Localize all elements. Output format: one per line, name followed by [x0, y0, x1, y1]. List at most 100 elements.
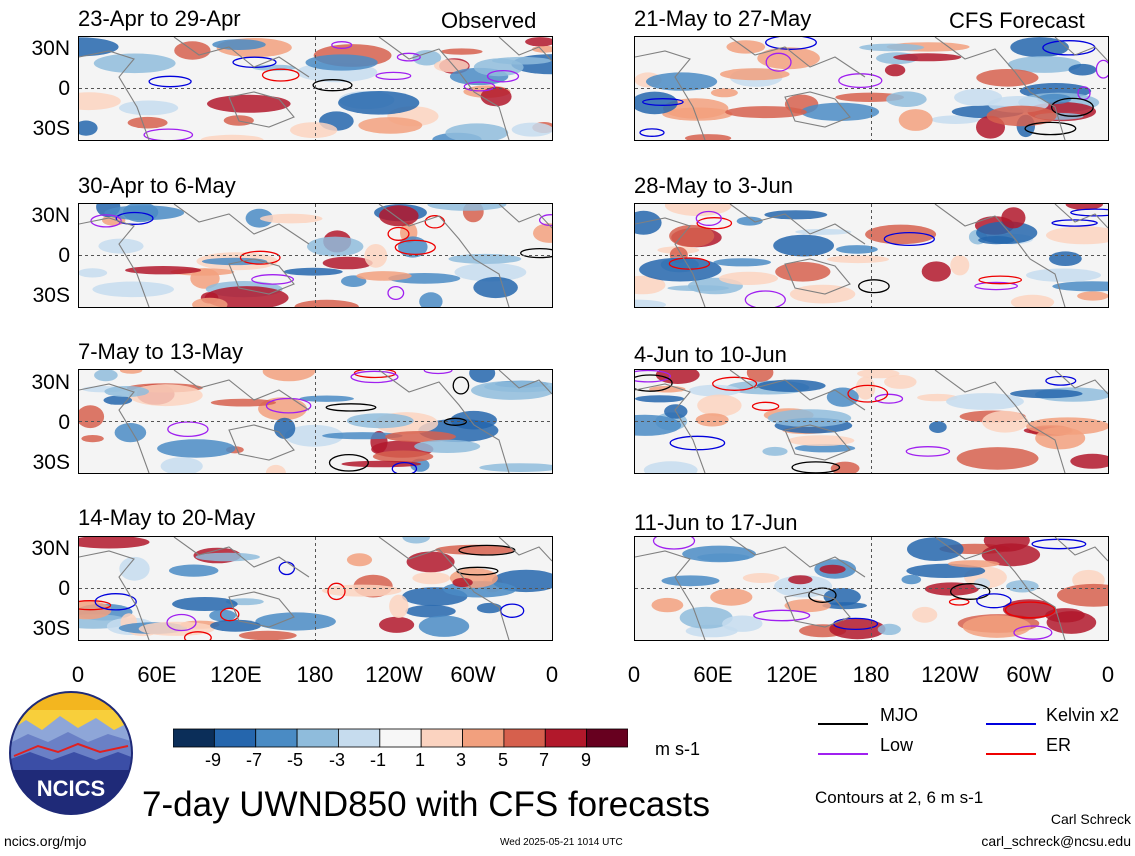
lon-label-180: 180 [296, 662, 334, 687]
anomaly-patch [195, 552, 260, 562]
coastline [934, 204, 1066, 307]
contour-line [261, 68, 300, 82]
anomaly-patch [697, 394, 742, 417]
colorbar-tick: 3 [455, 750, 466, 770]
anomaly-patch [79, 268, 108, 278]
anomaly-patch [865, 224, 937, 245]
legend-low [818, 744, 868, 762]
contour-line [520, 247, 552, 259]
anomaly-patch [946, 393, 1024, 410]
colorbar-tick: -7 [245, 750, 262, 770]
anomaly-patch [1070, 453, 1108, 469]
anomaly-patch [452, 577, 473, 588]
lat-label-0: 0 [58, 77, 70, 100]
anomaly-patch [435, 544, 515, 555]
contour-line [1024, 121, 1077, 136]
observed-label: Observed [441, 8, 537, 33]
lat-label-0: 0 [58, 244, 70, 267]
anomaly-patch [405, 604, 456, 618]
anomaly-patch [664, 204, 732, 217]
panel-title-fc-1: 21-May to 27-May [634, 6, 812, 31]
lon-label-180: 180 [852, 662, 890, 687]
colorbar-swatch [213, 728, 257, 748]
lat-label-30n: 30N [31, 371, 70, 394]
contour-line [883, 231, 935, 247]
anomaly-patch [307, 236, 364, 257]
lat-label-0: 0 [58, 411, 70, 434]
anomaly-patch [454, 262, 527, 282]
anomaly-patch [79, 92, 121, 111]
legend-mjo-label: MJO [880, 705, 918, 725]
anomaly-patch [172, 597, 238, 611]
coastline [498, 537, 552, 562]
anomaly-patch [402, 537, 430, 544]
anomaly-patch [1010, 294, 1055, 307]
colorbar-tick: 5 [497, 750, 508, 770]
legend-low-label: Low [880, 735, 914, 755]
anomaly-patch [921, 261, 951, 282]
anomaly-patch [722, 615, 763, 632]
anomaly-patch [682, 545, 756, 563]
footer-url[interactable]: ncics.org/mjo [4, 833, 87, 849]
anomaly-patch [358, 117, 423, 134]
contour-line [712, 376, 758, 391]
anomaly-patch [830, 461, 860, 473]
coastline [498, 204, 552, 229]
contour-line [375, 71, 412, 81]
footer-email[interactable]: carl_schreck@ncsu.edu [981, 833, 1131, 849]
colorbar-tick: -5 [286, 750, 303, 770]
anomaly-patch [775, 262, 831, 282]
contour-line [1013, 625, 1053, 640]
anomaly-patch [414, 439, 481, 453]
anomaly-patch [1006, 580, 1039, 593]
contour-line [976, 593, 1012, 609]
coastline [729, 37, 866, 78]
colorbar-swatch [586, 728, 629, 748]
anomaly-patch [127, 116, 168, 129]
lat-label-30n: 30N [31, 204, 70, 227]
anomaly-patch [476, 602, 502, 614]
anomaly-patch [710, 588, 753, 606]
anomaly-patch [338, 91, 420, 115]
anomaly-patch [412, 50, 442, 66]
map-panel-obs-2 [78, 203, 553, 308]
logo-text: NCICS [36, 776, 106, 801]
contour-line [1051, 219, 1098, 227]
colorbar-swatch [172, 728, 215, 748]
contour-line [1045, 375, 1077, 386]
coastline [729, 537, 866, 578]
anomaly-patch [104, 386, 149, 397]
contour-line [331, 41, 353, 49]
anomaly-patch [525, 37, 552, 47]
anomaly-patch [406, 551, 455, 573]
lat-label-0: 0 [58, 577, 70, 600]
anomaly-patch [719, 271, 778, 285]
anomaly-patch [160, 457, 203, 473]
lon-label-0: 0 [1101, 662, 1115, 687]
anomaly-patch [157, 439, 236, 458]
contour-line [115, 211, 154, 225]
anomaly-patch [114, 423, 147, 443]
anomaly-patch [200, 134, 264, 140]
coastline [635, 383, 706, 473]
anomaly-patch [511, 122, 552, 137]
anomaly-patch [981, 543, 1041, 567]
legend-mjo [818, 714, 868, 732]
lon-label-60w: 60W [1006, 662, 1052, 687]
colorbar-swatch [544, 728, 588, 748]
panel-title-fc-4: 11-Jun to 17-Jun [634, 510, 798, 535]
lon-label-120w: 120W [921, 662, 979, 687]
anomaly-patch [341, 460, 422, 468]
contour-line [183, 631, 212, 640]
map-panel-fc-2 [634, 203, 1109, 308]
contour-line [791, 461, 841, 473]
anomaly-patch [389, 594, 409, 618]
contour-line [858, 279, 890, 294]
coastline [784, 424, 851, 461]
anomaly-patch [725, 106, 807, 119]
anomaly-patch [346, 413, 414, 429]
anomaly-patch [1001, 207, 1026, 229]
anomaly-patch [757, 47, 820, 70]
anomaly-patch [646, 72, 718, 91]
anomaly-patch [79, 120, 98, 136]
